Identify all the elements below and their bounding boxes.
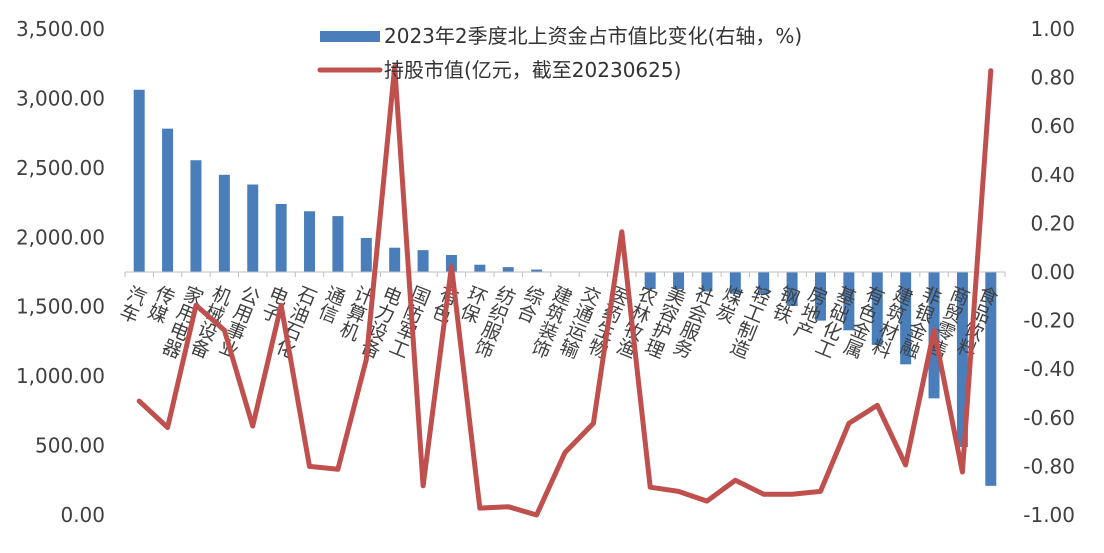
left-tick-label: 2,000.00 xyxy=(16,225,105,249)
bar xyxy=(673,272,685,290)
category-label: 汽车 xyxy=(115,282,150,326)
bar xyxy=(133,89,145,272)
bar xyxy=(814,272,826,321)
right-tick-label: -1.00 xyxy=(1023,503,1075,527)
bar xyxy=(900,272,912,365)
legend-label-line: 持股市值(亿元，截至20230625) xyxy=(384,58,681,82)
right-tick-label: 0.40 xyxy=(1030,163,1075,187)
line-series xyxy=(136,64,994,518)
bar xyxy=(985,272,997,486)
right-tick-label: -0.80 xyxy=(1023,454,1075,478)
left-axis-ticks: 0.00 500.00 1,000.00 1,500.00 2,000.00 2,500.… xyxy=(16,17,105,527)
bar xyxy=(644,272,656,290)
left-tick-label: 0.00 xyxy=(60,503,105,527)
bar xyxy=(218,174,230,272)
right-tick-label: -0.60 xyxy=(1023,406,1075,430)
bar xyxy=(843,272,855,331)
left-tick-label: 3,500.00 xyxy=(16,17,105,41)
bar xyxy=(956,272,968,447)
category-labels: 汽车传媒家用电器机械设备公用事业电子石油石化通信计算机电力设备国防军工有色环保纺… xyxy=(115,282,1001,362)
left-tick-label: 2,500.00 xyxy=(16,156,105,180)
bar xyxy=(247,184,259,272)
bar xyxy=(275,203,287,272)
bar xyxy=(445,254,457,272)
category-axis-ticks xyxy=(124,272,1006,277)
left-tick-label: 3,000.00 xyxy=(16,86,105,110)
bar-series xyxy=(133,89,997,486)
left-tick-label: 1,000.00 xyxy=(16,364,105,388)
bar xyxy=(304,211,316,272)
bar xyxy=(871,272,883,345)
bar xyxy=(417,250,429,272)
legend-swatch-bar xyxy=(320,31,380,42)
right-tick-label: -0.20 xyxy=(1023,309,1075,333)
right-axis-ticks: -1.00 -0.80 -0.60 -0.40 -0.20 0.00 0.20 0.40 0.6… xyxy=(1023,17,1075,527)
bar xyxy=(701,272,713,292)
legend-label-bar: 2023年2季度北上资金占市值比变化(右轴，%) xyxy=(384,24,802,48)
bar xyxy=(360,237,372,272)
bar xyxy=(502,267,514,272)
bar xyxy=(729,272,741,294)
bar xyxy=(162,128,174,272)
right-tick-label: 0.60 xyxy=(1030,114,1075,138)
bar xyxy=(474,264,486,272)
left-tick-label: 500.00 xyxy=(35,434,105,458)
bar xyxy=(758,272,770,294)
left-tick-label: 1,500.00 xyxy=(16,295,105,319)
right-tick-label: 0.20 xyxy=(1030,211,1075,235)
right-tick-label: 0.00 xyxy=(1030,260,1075,284)
right-tick-label: 0.80 xyxy=(1030,66,1075,90)
bar xyxy=(389,247,401,272)
right-tick-label: 1.00 xyxy=(1030,17,1075,41)
bar xyxy=(332,216,344,272)
bar xyxy=(786,272,798,307)
bar xyxy=(190,160,202,272)
right-tick-label: -0.40 xyxy=(1023,357,1075,381)
bar xyxy=(531,269,543,272)
legend: 2023年2季度北上资金占市值比变化(右轴，%) 持股市值(亿元，截至20230… xyxy=(317,24,802,82)
